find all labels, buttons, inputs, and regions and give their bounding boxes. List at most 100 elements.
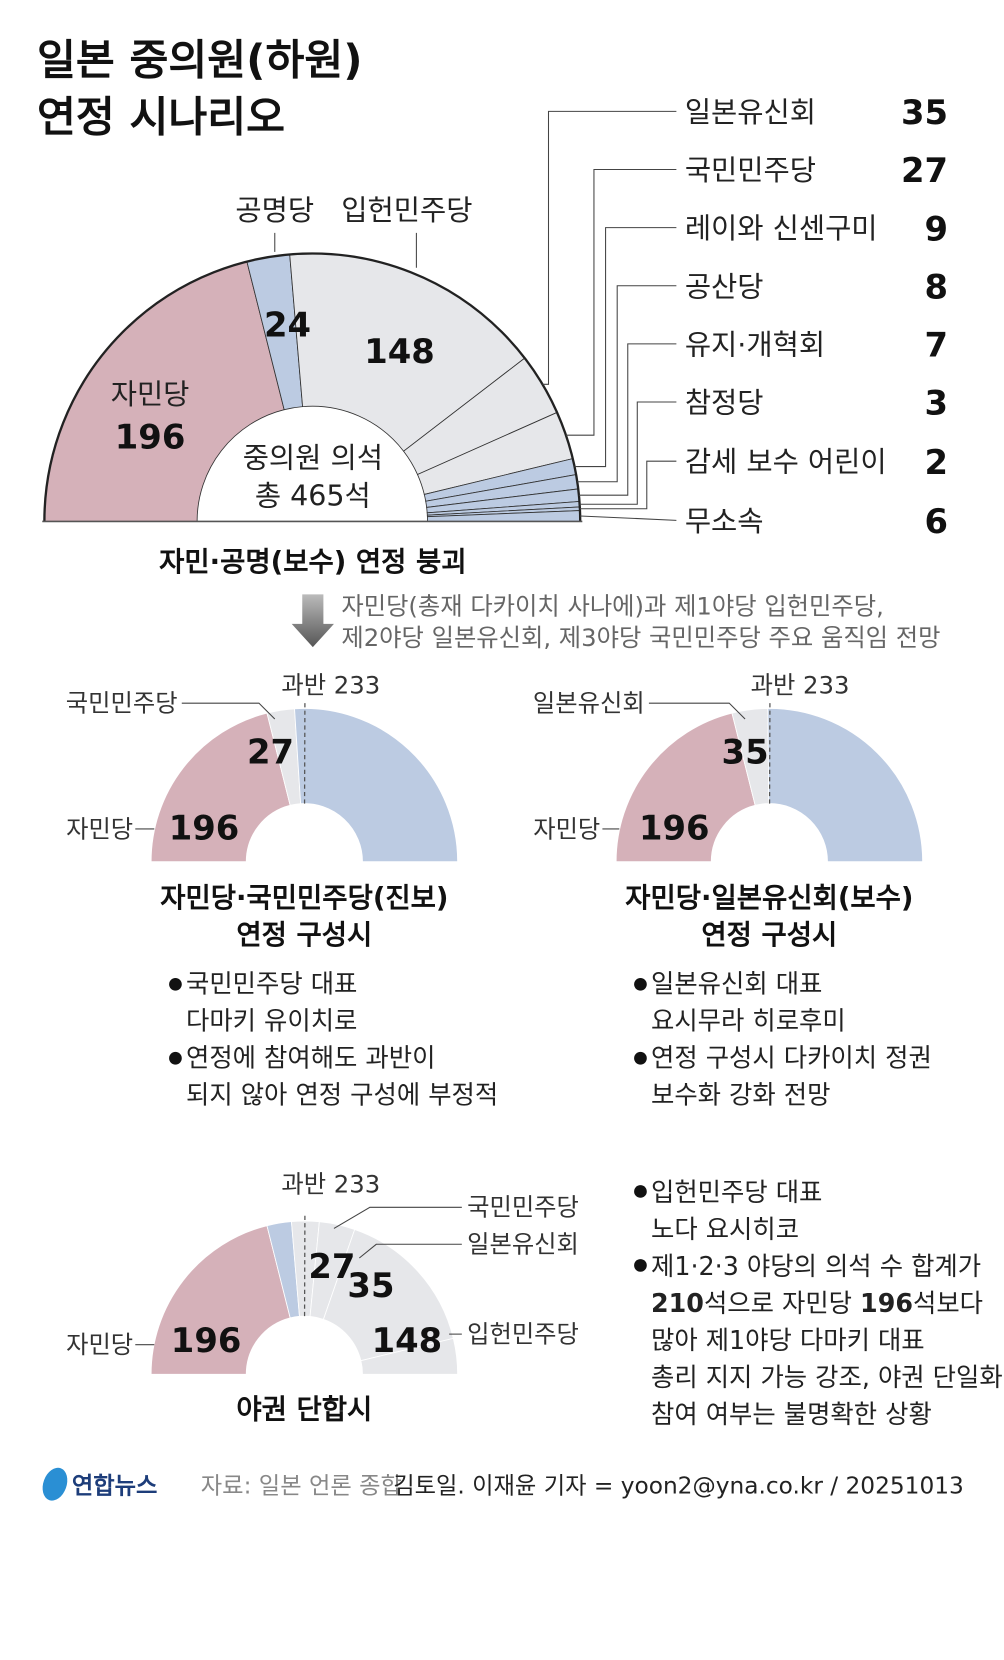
slice-입헌민주당: [322, 1228, 454, 1362]
bold-196: 196: [860, 1288, 913, 1318]
party-seats: 3: [924, 384, 948, 423]
note-line1: 자민당(총재 다카이치 사나에)과 제1야당 입헌민주당,: [341, 591, 883, 620]
s3-bullet1-a: 입헌민주당 대표: [651, 1177, 822, 1207]
party-seats: 6: [924, 502, 948, 541]
s3-num-dpfp: 27: [308, 1247, 355, 1286]
s2-bullet1-b: 요시무라 히로후미: [651, 1006, 846, 1036]
s1-num-partner: 27: [247, 732, 294, 771]
main-caption: 자민·공명(보수) 연정 붕괴: [159, 547, 466, 578]
s3-num-ishin: 35: [347, 1266, 394, 1305]
scenario2-chart: [615, 700, 924, 863]
s2-label-ldp: 자민당: [533, 814, 600, 843]
bullet-dot: [634, 977, 647, 991]
s2-bullet2-b: 보수화 강화 전망: [651, 1080, 830, 1110]
num-komeito: 24: [264, 305, 311, 344]
s1-bullet2-b: 되지 않아 연정 구성에 부정적: [186, 1080, 498, 1110]
s1-majority: 과반 233: [281, 671, 380, 700]
party-name: 유지·개혁회: [685, 328, 825, 361]
s3-label-ishin: 일본유신회: [467, 1230, 579, 1259]
bullet-dot: [634, 1051, 647, 1065]
leader-line: [580, 515, 677, 521]
party-seats: 7: [924, 326, 948, 365]
s2-bullets: 일본유신회 대표 요시무라 히로후미 연정 구성시 다카이치 정권 보수화 강화…: [634, 969, 932, 1110]
party-seats: 35: [901, 93, 948, 132]
logo-text: 연합뉴스: [72, 1473, 158, 1500]
s3-bullet2-d: 총리 지지 가능 강조, 야권 단일화: [651, 1362, 1003, 1392]
s2-title2: 연정 구성시: [701, 920, 837, 951]
num-ldp: 196: [115, 417, 186, 456]
s3-label-dpfp: 국민민주당: [467, 1193, 579, 1222]
s3-ishin-leader: [358, 1243, 462, 1259]
credit: 김토일. 이재윤 기자 = yoon2@yna.co.kr / 20251013: [393, 1473, 964, 1500]
s1-label-partner: 국민민주당: [66, 689, 178, 718]
leader-line: [565, 168, 677, 436]
slice-자민당: [150, 1225, 291, 1375]
num-cdp: 148: [364, 332, 435, 371]
s1-bullets: 국민민주당 대표 다마키 유이치로 연정에 참여해도 과반이 되지 않아 연정 …: [169, 969, 498, 1110]
label-komeito: 공명당: [235, 194, 314, 227]
party-name: 참정당: [685, 387, 764, 420]
s3-bullet2-c: 많아 제1야당 다마키 대표: [651, 1325, 925, 1355]
s3-majority: 과반 233: [281, 1169, 380, 1198]
down-arrow-icon: [291, 594, 334, 648]
party-name: 레이와 신센구미: [685, 212, 878, 245]
party-seats: 9: [924, 209, 948, 248]
party-name: 국민민주당: [685, 154, 816, 187]
s1-title2: 연정 구성시: [236, 920, 372, 951]
party-name: 감세 보수 어린이: [685, 446, 887, 479]
s2-num-partner: 35: [722, 732, 769, 771]
text-mid: 석으로 자민당: [704, 1288, 860, 1318]
s2-majority: 과반 233: [751, 671, 850, 700]
s1-num-ldp: 196: [169, 809, 240, 848]
note-line2: 제2야당 일본유신회, 제3야당 국민민주당 주요 움직임 전망: [341, 623, 940, 652]
yonhap-logo: 연합뉴스: [42, 1467, 158, 1501]
s1-title1: 자민당·국민민주당(진보): [160, 883, 448, 914]
bold-210: 210: [651, 1288, 704, 1318]
party-list: 일본유신회 35 국민민주당 27 레이와 신센구미 9 공산당 8 유지·개혁회 7 참정당 3 감세…: [685, 93, 948, 541]
main-leader-lines: [542, 110, 677, 521]
center-label-1: 중의원 의석: [243, 442, 383, 475]
scenario1-chart: [150, 700, 459, 863]
source: 자료: 일본 언론 종합: [201, 1473, 402, 1500]
slice-other: [360, 1337, 459, 1375]
title-line1: 일본 중의원(하원): [37, 35, 363, 84]
party-seats: 8: [924, 267, 948, 306]
title-line2: 연정 시나리오: [37, 92, 285, 141]
slice-자민당: [615, 712, 756, 863]
s3-bullets: 입헌민주당 대표 노다 요시히코 제1·2·3 야당의 의석 수 합계가 210…: [634, 1177, 1003, 1429]
leader-line: [579, 401, 677, 505]
s2-num-ldp: 196: [639, 809, 710, 848]
bullet-dot: [169, 1051, 182, 1065]
s3-label-ldp: 자민당: [66, 1330, 133, 1359]
party-seats: 2: [924, 443, 948, 482]
bullet-dot: [169, 977, 182, 991]
leader-line: [574, 227, 677, 468]
bullet-dot: [634, 1259, 647, 1272]
party-name: 일본유신회: [685, 96, 816, 129]
slice-other: [294, 708, 459, 863]
s3-dpfp-leader: [333, 1206, 462, 1229]
s3-bullet1-b: 노다 요시히코: [651, 1214, 799, 1244]
label-ldp: 자민당: [111, 378, 190, 411]
bullet-dot: [634, 1185, 647, 1198]
s2-leader: [648, 702, 746, 720]
s3-num-ldp: 196: [171, 1321, 242, 1360]
leader-line: [577, 285, 677, 483]
s1-bullet2-a: 연정에 참여해도 과반이: [186, 1043, 435, 1073]
logo-icon: [42, 1467, 68, 1501]
s2-bullet2-a: 연정 구성시 다카이치 정권: [651, 1043, 932, 1073]
s2-bullet1-a: 일본유신회 대표: [651, 969, 822, 999]
label-cdp: 입헌민주당: [341, 194, 472, 227]
leader-line: [578, 343, 677, 496]
party-seats: 27: [901, 151, 948, 190]
center-label-2: 총 465석: [255, 480, 371, 513]
s1-bullet1-a: 국민민주당 대표: [186, 969, 357, 999]
s2-title1: 자민당·일본유신회(보수): [625, 883, 913, 914]
outer-arc: [43, 252, 582, 522]
leader-line: [579, 460, 677, 510]
s3-bullet2-e: 참여 여부는 불명확한 상황: [651, 1399, 932, 1429]
s3-bullet2-b: 210석으로 자민당 196석보다: [651, 1288, 983, 1318]
slice-other: [767, 708, 924, 863]
s3-bullet2-a: 제1·2·3 야당의 의석 수 합계가: [651, 1251, 981, 1281]
